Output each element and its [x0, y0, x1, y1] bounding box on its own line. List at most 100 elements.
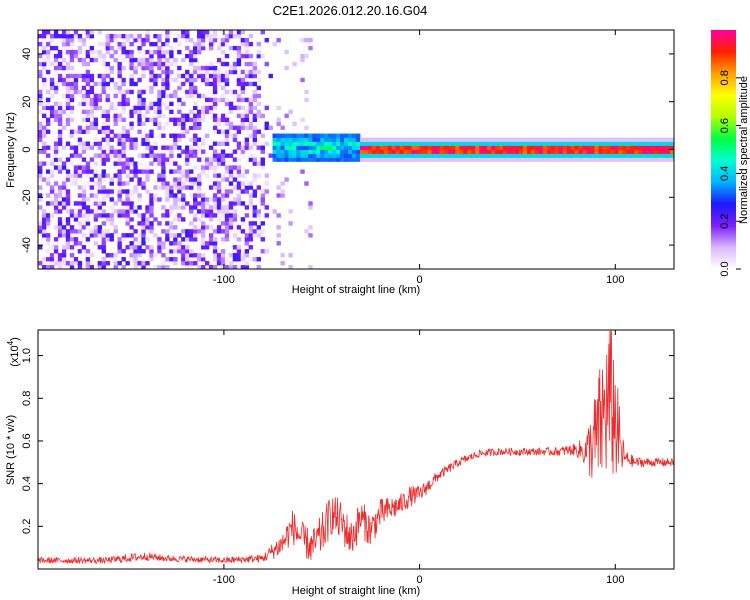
spectrogram-cell: [153, 81, 158, 87]
spectrogram-cell: [658, 137, 663, 142]
spectrogram-cell: [332, 133, 337, 138]
spectrogram-cell: [157, 89, 162, 95]
spectrogram-cell: [49, 81, 55, 87]
spectrogram-cell: [77, 169, 83, 174]
spectrogram-cell: [137, 197, 142, 202]
spectrogram-cell: [189, 153, 194, 158]
spectrogram-cell: [61, 65, 67, 71]
spectrogram-cell: [220, 85, 226, 91]
spectrogram-cell: [363, 137, 369, 142]
spectrogram-cell: [646, 141, 651, 146]
spectrogram-cell: [570, 141, 576, 146]
spectrogram-cell: [515, 141, 520, 146]
spectrogram-cell: [141, 233, 146, 238]
spectrogram-cell: [133, 137, 138, 142]
spectrogram-cell: [173, 249, 178, 254]
spectrogram-cell: [590, 145, 595, 150]
spectrogram-cell: [626, 137, 631, 142]
spectrogram-cell: [141, 169, 146, 174]
spectrogram-cell: [93, 125, 99, 130]
spectrogram-cell: [240, 181, 246, 186]
spectrogram-cell: [256, 69, 262, 75]
spectrogram-cell: [522, 137, 528, 142]
spectrogram-cell: [41, 105, 47, 111]
spectrogram-cell: [487, 153, 492, 158]
spectrogram-cell: [252, 81, 258, 87]
spectrogram-cell: [232, 233, 238, 238]
spectrogram-cell: [256, 213, 262, 218]
spectrogram-cell: [81, 205, 87, 210]
spectrogram-cell: [169, 109, 174, 115]
spectrogram-cell: [101, 153, 106, 158]
spectrogram-cell: [41, 149, 47, 154]
spectrogram-cell: [133, 109, 138, 115]
spectrogram-cell: [177, 145, 182, 150]
spectrogram-cell: [129, 137, 134, 142]
spectrogram-cell: [45, 97, 51, 103]
spectrogram-cell: [216, 205, 222, 210]
spectrogram-cell: [208, 65, 214, 71]
spectrogram-cell: [161, 185, 166, 190]
spectrogram-cell: [165, 233, 170, 238]
spectrogram-cell: [387, 149, 393, 154]
spectrogram-cell: [208, 237, 214, 242]
spectrogram-cell: [244, 53, 250, 59]
spectrogram-cell: [200, 33, 206, 39]
spectrogram-cell: [57, 137, 63, 142]
spectrogram-cell: [101, 41, 106, 47]
spectrogram-cell: [463, 153, 468, 158]
spectrogram-cell: [240, 41, 246, 47]
spectrogram-cell: [276, 37, 281, 43]
spectrogram-cell: [244, 81, 250, 87]
spectrogram-cell: [41, 133, 47, 138]
spectrogram-cell: [228, 213, 234, 218]
spectrogram-cell: [212, 213, 218, 218]
spectrogram-cell: [240, 121, 246, 126]
spectrogram-cell: [248, 245, 254, 250]
spectrogram-cell: [117, 113, 122, 119]
spectrogram-cell: [189, 125, 194, 130]
spectrogram-cell: [264, 105, 269, 111]
spectrogram-cell: [173, 145, 178, 150]
spectrogram-cell: [173, 133, 178, 138]
spectrogram-cell: [105, 189, 110, 194]
spectrogram-cell: [435, 141, 440, 146]
spectrogram-cell: [165, 145, 170, 150]
spectrogram-cell: [65, 177, 71, 182]
spectrogram-cell: [109, 145, 114, 150]
spectrogram-cell: [137, 193, 142, 198]
spectrogram-cell: [586, 137, 591, 142]
spectrogram-cell: [212, 117, 218, 123]
spectrogram-cell: [105, 129, 110, 134]
spectrogram-cell: [284, 49, 289, 55]
spectrogram-cell: [578, 141, 583, 146]
spectrogram-cell: [522, 149, 528, 154]
spectrogram-cell: [228, 133, 234, 138]
spectrogram-cell: [169, 233, 174, 238]
spectrogram-cell: [61, 109, 67, 115]
spectrogram-cell: [149, 249, 154, 254]
spectrogram-cell: [85, 33, 91, 39]
spectrogram-cell: [451, 149, 456, 154]
spectrogram-cell: [487, 145, 492, 150]
spectrogram-cell: [53, 53, 59, 59]
spectrogram-cell: [53, 253, 59, 258]
spectrogram-cell: [129, 177, 134, 182]
spectrogram-cell: [117, 33, 122, 39]
spectrogram-cell: [77, 89, 83, 95]
spectrogram-cell: [538, 141, 544, 146]
spectrogram-cell: [169, 193, 174, 198]
spectrogram-cell: [93, 57, 99, 63]
spectrogram-cell: [85, 221, 91, 226]
spectrogram-cell: [244, 125, 250, 130]
spectrogram-cell: [383, 145, 389, 150]
spectrogram-cell: [157, 265, 162, 270]
spectrogram-cell: [189, 177, 194, 182]
spectrogram-cell: [161, 177, 166, 182]
snr-x-ticks: -100 0 100: [213, 330, 624, 586]
spectrogram-cell: [344, 157, 349, 162]
spectrogram-cell: [181, 193, 186, 198]
spectrogram-cell: [165, 157, 170, 162]
spectrogram-cell: [173, 225, 178, 230]
spectrogram-cell: [101, 137, 106, 142]
